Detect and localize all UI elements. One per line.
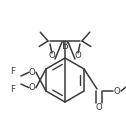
Text: O: O [29,68,35,77]
Text: B: B [62,41,68,51]
Text: O: O [49,52,55,61]
Text: O: O [96,103,102,112]
Text: O: O [29,83,35,92]
Text: F: F [10,67,15,75]
Text: F: F [10,84,15,94]
Text: O: O [75,52,81,61]
Text: O: O [114,86,120,95]
